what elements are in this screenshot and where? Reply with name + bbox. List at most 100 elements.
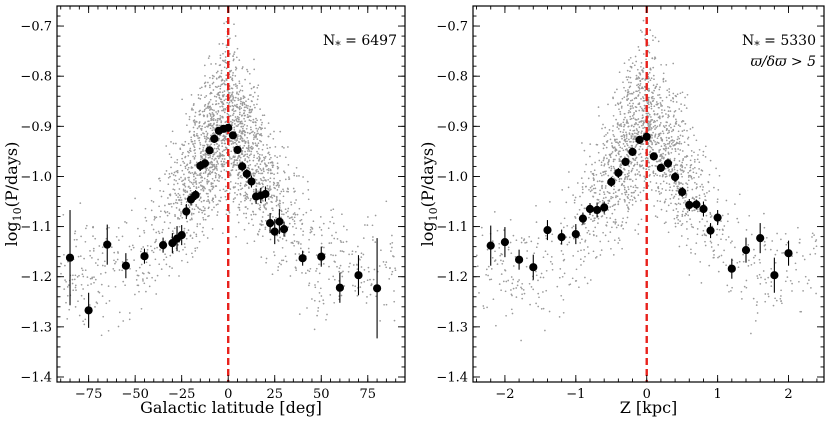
star-point <box>317 310 319 312</box>
star-point <box>536 242 539 245</box>
star-point <box>686 189 689 192</box>
star-point <box>594 187 597 190</box>
star-point <box>623 184 625 187</box>
star-point <box>276 162 279 165</box>
star-point <box>691 188 694 191</box>
star-point <box>225 198 228 201</box>
star-point <box>638 126 641 128</box>
star-point <box>558 276 561 279</box>
star-point <box>207 120 209 123</box>
star-point <box>685 194 688 197</box>
star-point <box>622 121 625 124</box>
star-point <box>678 245 681 248</box>
star-point <box>378 265 381 267</box>
star-point <box>297 242 300 245</box>
star-point <box>717 189 720 191</box>
star-point <box>582 260 585 263</box>
star-point <box>366 279 369 282</box>
star-point <box>518 279 520 281</box>
star-point <box>202 144 204 147</box>
star-point <box>750 332 752 335</box>
star-point <box>243 102 246 104</box>
star-point <box>665 221 667 224</box>
star-point <box>203 110 206 113</box>
star-point <box>759 261 761 264</box>
star-point <box>160 268 163 270</box>
star-point <box>486 306 488 309</box>
star-point <box>642 143 645 145</box>
star-point <box>684 96 686 99</box>
star-point <box>308 251 310 253</box>
star-point <box>202 218 205 221</box>
star-point <box>200 86 203 89</box>
star-point <box>670 193 673 196</box>
star-point <box>252 188 255 191</box>
star-point <box>115 261 117 263</box>
star-point <box>659 132 662 135</box>
star-point <box>170 202 172 205</box>
star-point <box>265 165 267 168</box>
binned-mean-point <box>182 207 191 216</box>
star-point <box>737 266 740 269</box>
star-point <box>258 228 261 231</box>
star-point <box>649 79 652 82</box>
star-point <box>815 245 818 248</box>
star-point <box>654 215 657 217</box>
star-point <box>774 261 777 264</box>
star-point <box>336 238 339 240</box>
star-point <box>619 198 621 200</box>
star-point <box>630 191 633 194</box>
star-point <box>93 281 95 284</box>
star-point <box>247 197 250 199</box>
star-point <box>292 225 294 228</box>
star-point <box>589 279 592 281</box>
star-point <box>631 133 634 135</box>
star-point <box>230 140 233 142</box>
star-point <box>184 140 187 143</box>
star-point <box>635 119 638 121</box>
star-point <box>796 251 798 254</box>
star-point <box>252 210 254 213</box>
star-point <box>193 103 195 105</box>
star-point <box>677 136 679 138</box>
star-point <box>184 177 187 179</box>
star-point <box>256 119 258 122</box>
star-point <box>340 294 343 297</box>
star-point <box>219 175 222 177</box>
star-point <box>585 185 587 188</box>
star-point <box>658 151 660 153</box>
star-point <box>641 31 643 33</box>
star-point <box>660 137 662 140</box>
star-point <box>647 101 650 104</box>
star-point <box>232 72 234 74</box>
star-point <box>360 256 363 258</box>
star-point <box>627 169 630 172</box>
star-point <box>642 159 644 162</box>
star-point <box>263 205 266 208</box>
star-point <box>233 53 235 55</box>
star-point <box>245 100 247 103</box>
star-point <box>608 191 610 194</box>
star-point <box>232 141 234 143</box>
star-point <box>203 122 205 125</box>
star-point <box>200 176 203 178</box>
star-point <box>207 169 210 171</box>
star-point <box>663 156 665 159</box>
star-point <box>251 202 253 205</box>
star-point <box>648 77 650 79</box>
star-point <box>708 190 711 192</box>
star-point <box>703 193 706 195</box>
star-point <box>196 174 199 176</box>
star-point <box>224 61 227 64</box>
star-point <box>695 139 698 142</box>
star-point <box>640 156 643 158</box>
star-point <box>259 119 262 121</box>
star-point <box>737 221 740 224</box>
star-point <box>188 185 190 188</box>
star-point <box>178 218 181 220</box>
star-point <box>262 144 265 146</box>
star-point <box>239 111 241 114</box>
star-point <box>169 175 171 178</box>
star-point <box>80 235 82 238</box>
star-point <box>601 174 603 177</box>
